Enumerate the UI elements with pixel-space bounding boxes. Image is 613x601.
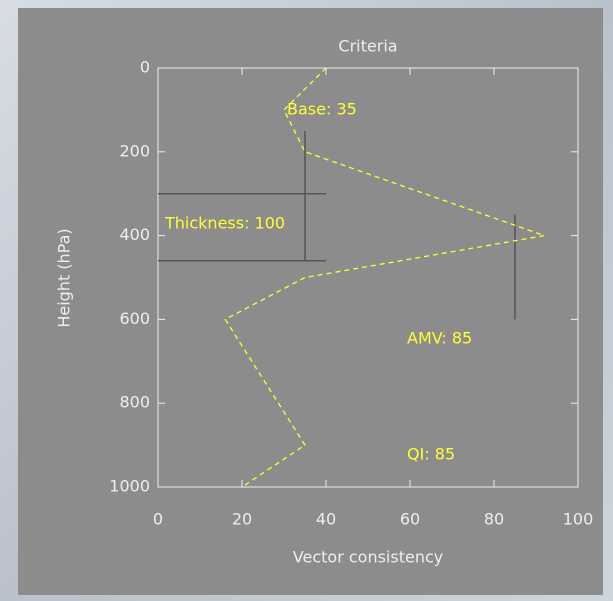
x-tick-label: 60 xyxy=(400,510,420,529)
y-tick-label: 600 xyxy=(119,309,150,328)
screen: Criteria Vector consistency Height (hPa)… xyxy=(0,0,613,601)
x-tick-label: 0 xyxy=(153,510,163,529)
y-tick-label: 800 xyxy=(119,393,150,412)
y-tick-label: 1000 xyxy=(109,477,150,496)
annotation: AMV: 85 xyxy=(407,329,472,348)
x-tick-label: 40 xyxy=(316,510,336,529)
x-tick-label: 20 xyxy=(232,510,252,529)
x-tick-label: 100 xyxy=(563,510,594,529)
y-tick-label: 200 xyxy=(119,141,150,160)
y-axis-label: Height (hPa) xyxy=(55,228,74,327)
x-axis-label: Vector consistency xyxy=(293,548,443,567)
x-tick-label: 80 xyxy=(484,510,504,529)
y-tick-label: 400 xyxy=(119,225,150,244)
annotation: Thickness: 100 xyxy=(164,214,285,233)
annotation: QI: 85 xyxy=(407,445,455,464)
chart-title: Criteria xyxy=(338,37,397,56)
annotation: Base: 35 xyxy=(287,100,357,119)
y-tick-label: 0 xyxy=(140,58,150,77)
